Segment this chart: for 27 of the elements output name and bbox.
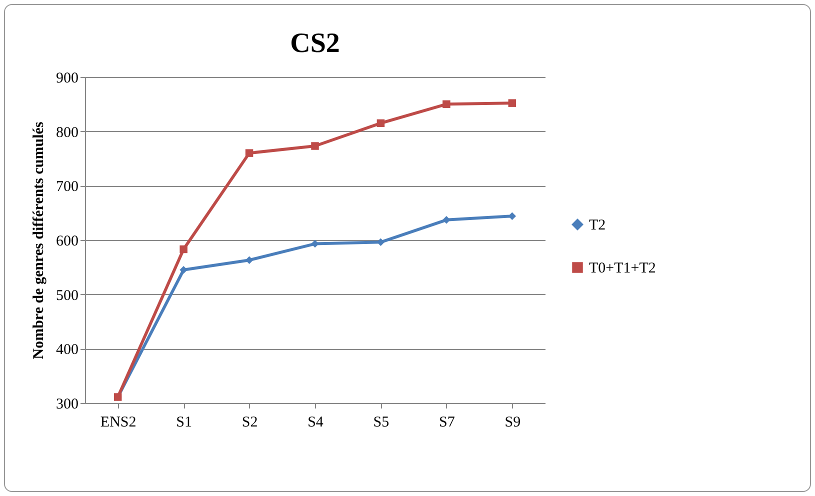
x-tick-label: S2 [242,414,258,430]
point [508,99,516,107]
point [442,216,450,224]
x-tick-label: S9 [504,414,521,430]
x-tick-label: S1 [176,414,192,430]
point [311,142,319,150]
y-axis-title: Nombre de genres différents cumulés [31,122,47,360]
chart-title: CS2 [290,28,340,59]
point [245,149,254,157]
legend-label: T2 [589,218,606,234]
point [245,256,254,264]
y-tick-label: 600 [56,234,78,250]
x-tick-label: S5 [373,414,390,430]
y-tick-label: 900 [56,70,78,86]
y-tick-label: 400 [56,342,78,358]
x-tick-label: S4 [308,414,324,430]
legend-label: T0+T1+T2 [589,260,656,276]
point [180,266,188,274]
x-tick-label: S7 [439,414,456,430]
x-tick-label: ENS2 [100,414,136,430]
y-tick-label: 800 [56,124,78,141]
y-tick-label: 500 [56,288,78,304]
point [442,100,450,108]
y-tick-label: 300 [56,396,78,412]
y-tick-label: 700 [56,179,78,196]
point [376,119,385,128]
point [180,245,188,254]
